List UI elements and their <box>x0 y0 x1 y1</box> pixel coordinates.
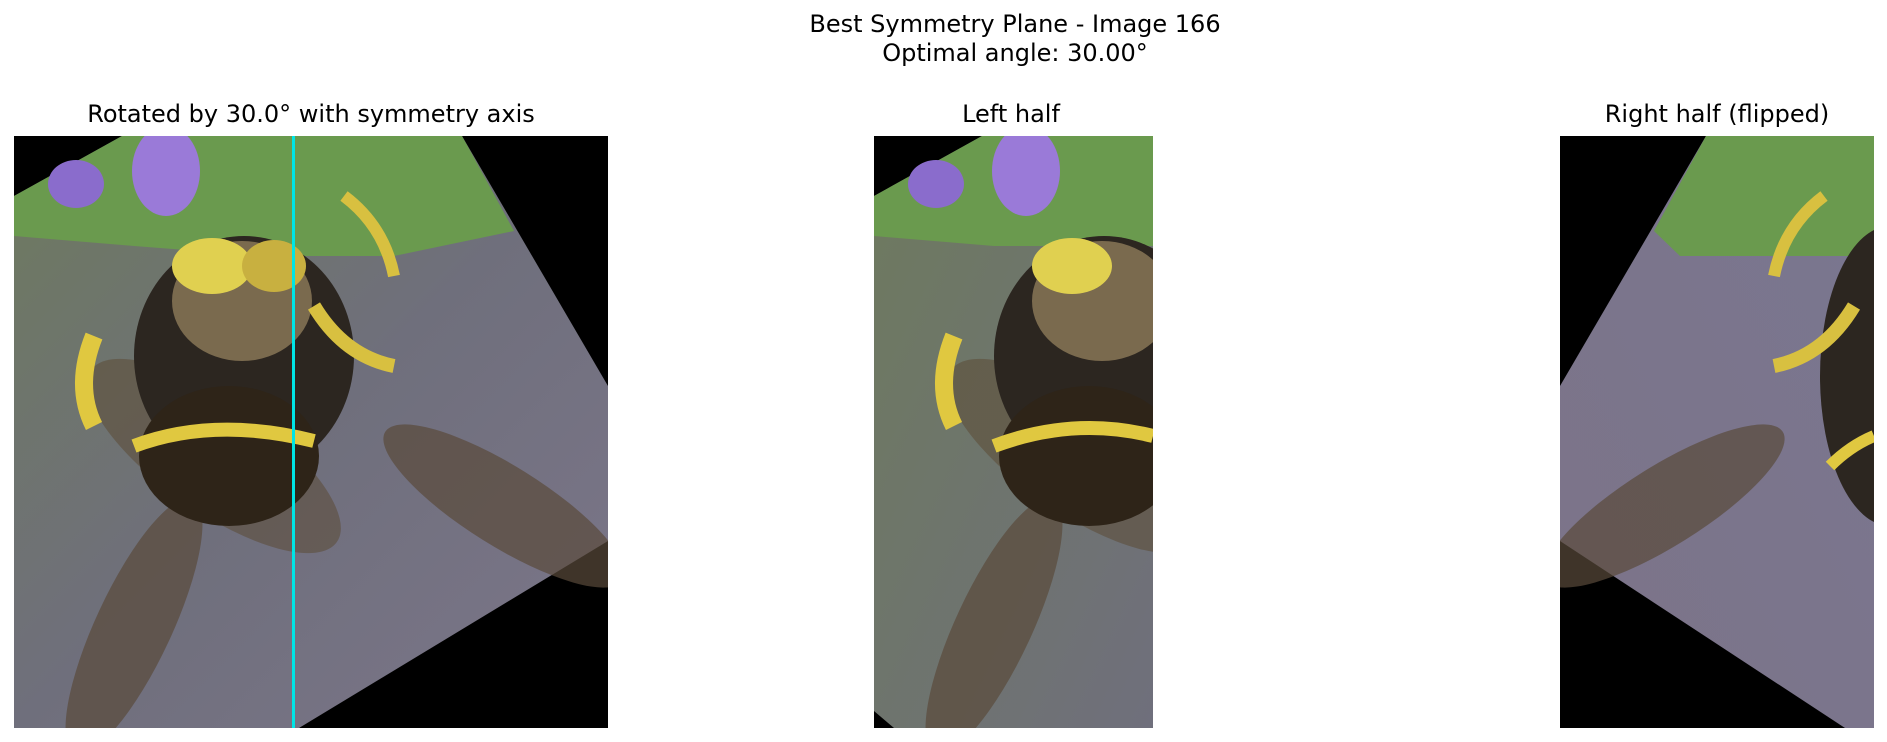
panel-title-right-half: Right half (flipped) <box>1604 100 1830 128</box>
symmetry-axis-line <box>292 136 295 728</box>
figure-title: Best Symmetry Plane - Image 166 Optimal … <box>0 10 1887 68</box>
rotated-image-panel <box>14 136 608 728</box>
right-half-image-panel <box>1560 136 1874 728</box>
left-half-image-panel <box>874 136 1153 728</box>
left-half-bee-photo <box>874 136 1153 728</box>
figure-title-line-2: Optimal angle: 30.00° <box>882 39 1148 67</box>
rotated-bee-photo <box>14 136 608 728</box>
panel-title-left-half: Left half <box>962 100 1060 128</box>
panel-title-rotated: Rotated by 30.0° with symmetry axis <box>87 100 535 128</box>
right-half-flipped-bee-photo <box>1560 136 1874 728</box>
figure-title-line-1: Best Symmetry Plane - Image 166 <box>809 10 1221 38</box>
